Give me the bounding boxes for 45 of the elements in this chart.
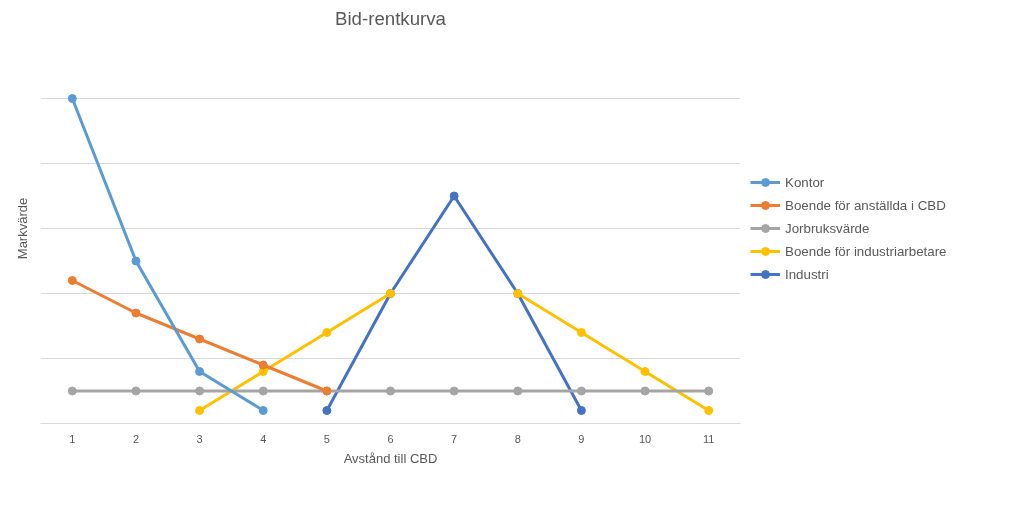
y-axis-title: Markvärde xyxy=(14,197,30,260)
chart-title: Bid-rentkurva xyxy=(335,7,447,29)
point xyxy=(67,94,77,103)
x-tick-label: 4 xyxy=(260,432,267,445)
point xyxy=(131,308,141,318)
point xyxy=(131,256,141,266)
x-tick-label: 8 xyxy=(514,432,521,445)
point xyxy=(704,386,714,396)
point xyxy=(67,386,77,396)
x-tick-label: 9 xyxy=(578,432,585,445)
point xyxy=(576,406,586,415)
point xyxy=(576,386,586,396)
x-tick-label: 5 xyxy=(323,432,330,445)
x-tick-label: 7 xyxy=(451,432,458,445)
x-tick-label: 3 xyxy=(196,432,203,445)
legend-label: Kontor xyxy=(785,174,825,190)
point xyxy=(195,334,205,344)
point xyxy=(322,328,332,337)
point xyxy=(195,367,205,376)
point xyxy=(195,406,205,415)
legend-label: Boende för anställda i CBD xyxy=(785,197,946,213)
x-tick-label: 2 xyxy=(132,432,140,445)
point xyxy=(258,386,268,396)
point xyxy=(131,386,141,396)
x-tick-label: 6 xyxy=(387,432,394,445)
point xyxy=(386,386,395,396)
x-tick-label: 11 xyxy=(702,432,715,445)
point xyxy=(576,328,586,337)
legend-label: Jorbruksvärde xyxy=(785,220,870,236)
point xyxy=(640,367,650,376)
point xyxy=(449,191,459,201)
point xyxy=(640,386,650,396)
point xyxy=(258,360,268,370)
point xyxy=(195,386,205,396)
point xyxy=(67,276,77,285)
legend-label: Boende för industriarbetare xyxy=(785,243,947,259)
point xyxy=(322,406,332,415)
point xyxy=(704,406,714,415)
legend-label: Industri xyxy=(785,266,829,282)
x-tick-label: 10 xyxy=(638,432,652,445)
x-axis-title: Avstånd till CBD xyxy=(343,450,438,466)
point xyxy=(513,386,523,396)
point xyxy=(449,386,459,396)
point xyxy=(258,406,268,415)
x-tick-label: 1 xyxy=(69,432,76,445)
